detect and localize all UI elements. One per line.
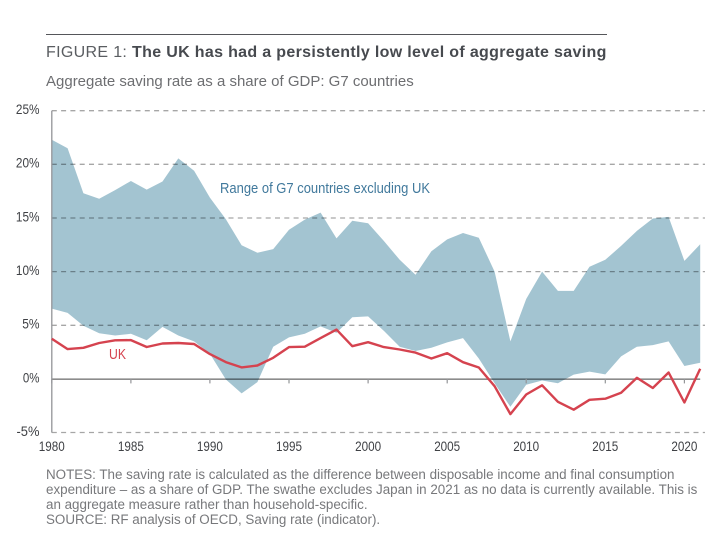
svg-text:2005: 2005 [434,438,460,454]
svg-text:2010: 2010 [513,438,539,454]
svg-text:UK: UK [109,347,126,363]
svg-text:Range of G7 countries excludin: Range of G7 countries excluding UK [220,181,430,197]
svg-text:10%: 10% [16,262,40,278]
svg-text:1990: 1990 [197,438,223,454]
svg-text:-5%: -5% [17,423,40,439]
svg-text:20%: 20% [16,155,40,171]
svg-text:2020: 2020 [671,438,697,454]
svg-text:2000: 2000 [355,438,381,454]
svg-text:1985: 1985 [118,438,144,454]
svg-text:5%: 5% [22,316,39,332]
svg-text:0%: 0% [23,369,40,385]
svg-text:2015: 2015 [592,438,618,454]
svg-text:1995: 1995 [276,438,302,454]
svg-text:25%: 25% [16,101,40,117]
svg-text:1980: 1980 [39,438,65,454]
svg-text:15%: 15% [16,208,40,224]
